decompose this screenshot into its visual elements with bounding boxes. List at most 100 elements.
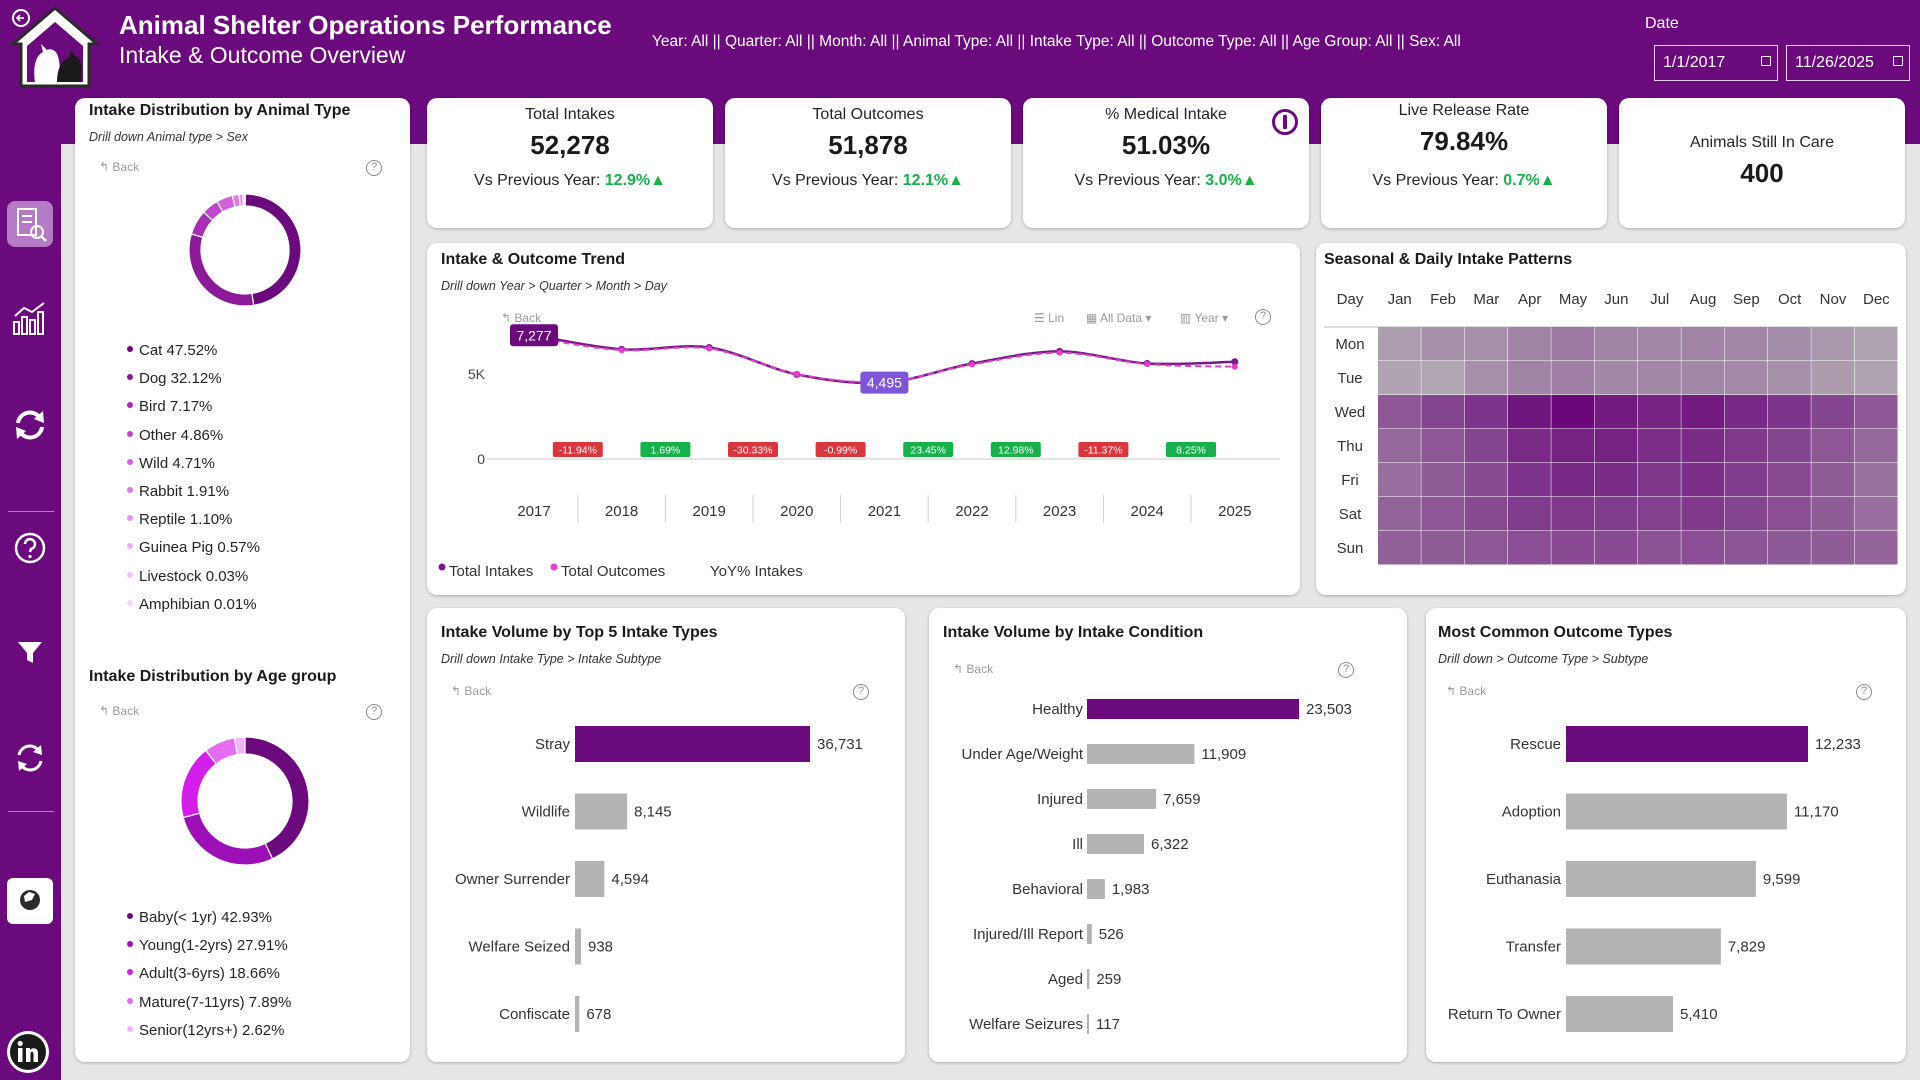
up-arrow-icon: ▲: [1241, 172, 1258, 189]
animal-type-donut[interactable]: [175, 180, 315, 320]
bar: [575, 996, 580, 1032]
chart-title: Intake & Outcome Trend: [441, 251, 626, 268]
legend-dot: [127, 458, 133, 465]
heatmap-cell: [1768, 429, 1811, 463]
yoy-badge-box: [903, 442, 954, 457]
legend-item[interactable]: Guinea Pig 0.57%: [127, 539, 260, 567]
legend-label: Cat 47.52%: [139, 342, 218, 359]
kpi-total-intakes: Total Intakes 52,278 Vs Previous Year: 1…: [427, 98, 713, 228]
chart-title: Intake Distribution by Animal Type: [89, 102, 351, 119]
bar-category-label: Ill: [1072, 836, 1083, 853]
legend-item[interactable]: Young(1-2yrs) 27.91%: [127, 937, 291, 965]
back-button[interactable]: ↰ Back: [1446, 684, 1486, 698]
up-arrow-icon: ▲: [948, 172, 964, 189]
help-icon[interactable]: ?: [1856, 684, 1872, 700]
back-button[interactable]: ↰ Back: [99, 160, 139, 174]
legend-dot: [438, 563, 446, 571]
legend-item[interactable]: Mature(7-11yrs) 7.89%: [127, 994, 291, 1022]
date-end-input[interactable]: 11/26/2025: [1786, 45, 1910, 81]
legend-label: Amphibian 0.01%: [139, 595, 257, 613]
series-point: [1144, 361, 1151, 368]
help-icon[interactable]: ?: [366, 160, 382, 176]
series-point: [706, 345, 713, 352]
toolbar-all-data[interactable]: ▦ All Data ▾: [1086, 311, 1151, 325]
back-label: Back: [464, 684, 492, 698]
back-label: Back: [112, 160, 140, 174]
legend-item[interactable]: Other 4.86%: [127, 427, 260, 455]
bar-value-label: 8,145: [634, 804, 672, 821]
back-button[interactable]: ↰ Back: [99, 704, 139, 718]
age-group-donut[interactable]: [170, 726, 320, 876]
yoy-badge: 8.25%: [1166, 442, 1216, 457]
info-icon[interactable]: [1271, 108, 1299, 136]
legend-item[interactable]: Baby(< 1yr) 42.93%: [127, 909, 291, 937]
legend-item[interactable]: Adult(3-6yrs) 18.66%: [127, 965, 291, 993]
bar: [575, 793, 628, 830]
kpi-vs-value: 12.9%: [604, 172, 651, 189]
heatmap-cell: [1681, 395, 1725, 429]
bar-category-label: Owner Surrender: [455, 871, 570, 888]
kpi-vs-label: Vs Previous Year:: [1074, 172, 1201, 189]
outcome-types-bar-chart[interactable]: Rescue 12,233 Adoption 11,170 Euthanasia 9,59…: [1426, 608, 1906, 1062]
kpi-label: Live Release Rate: [1398, 102, 1530, 119]
date-start-input[interactable]: 1/1/2017: [1654, 45, 1778, 81]
heatmap-cell: [1421, 497, 1465, 531]
help-icon[interactable]: ?: [853, 684, 869, 700]
yoy-badge-box: [1166, 442, 1216, 457]
kpi-label: Total Outcomes: [812, 106, 924, 123]
back-button[interactable]: ↰ Back: [451, 684, 491, 698]
toolbar-year[interactable]: ▥ Year ▾: [1180, 311, 1228, 325]
help-icon[interactable]: ?: [1255, 309, 1271, 325]
report-icon[interactable]: [6, 200, 54, 248]
yoy-badge-text: -11.94%: [559, 445, 597, 457]
legend-label: Guinea Pig 0.57%: [139, 539, 260, 557]
legend-item[interactable]: Senior(12yrs+) 2.62%: [127, 1022, 291, 1050]
intake-condition-bar-chart[interactable]: Healthy 23,503 Under Age/Weight 11,909 Injur…: [929, 608, 1407, 1062]
heatmap-chart[interactable]: Day Jan Feb Mar Apr May Jun Jul Aug Sep Oct Nov Dec M…: [1316, 243, 1906, 595]
heatmap-cell: [1594, 361, 1638, 395]
toolbar-lin[interactable]: ☰ Lin: [1034, 311, 1064, 325]
chevron-down-icon: ▾: [1222, 311, 1229, 325]
back-button[interactable]: ↰ Back: [501, 311, 541, 325]
legend-label: Wild 4.71%: [139, 454, 215, 472]
linkedin-icon[interactable]: [6, 1030, 50, 1074]
legend-item[interactable]: Rabbit 1.91%: [127, 483, 260, 511]
filter-icon[interactable]: [10, 632, 50, 672]
trend-chart[interactable]: 0 5K 2017 2018 2019 2020 2021 2022 2023 2024 2025 7…: [427, 243, 1300, 595]
back-button[interactable]: ↰ Back: [953, 662, 993, 676]
intake-types-bar-chart[interactable]: Stray 36,731 Wildlife 8,145 Owner Surrender 4…: [427, 608, 905, 1062]
bar-category-label: Rescue: [1510, 736, 1561, 753]
reset-icon[interactable]: [10, 738, 50, 778]
calendar-icon[interactable]: [1761, 56, 1771, 66]
bar-value-label: 6,322: [1151, 836, 1189, 853]
heatmap-cell: [1551, 327, 1595, 361]
refresh-icon[interactable]: [10, 405, 50, 445]
help-icon[interactable]: [10, 528, 50, 568]
legend-item[interactable]: Reptile 1.10%: [127, 511, 260, 539]
bar-value-label: 526: [1099, 926, 1124, 943]
legend-label: Bird 7.17%: [139, 398, 213, 416]
series-point: [1231, 358, 1239, 366]
legend-dot: [127, 346, 133, 352]
heatmap-cell: [1508, 327, 1551, 361]
help-icon[interactable]: ?: [366, 704, 382, 720]
legend-item[interactable]: Cat 47.52%: [127, 342, 260, 370]
legend-item[interactable]: Wild 4.71%: [127, 455, 260, 483]
legend-item[interactable]: Bird 7.17%: [127, 398, 260, 426]
heatmap-cell: [1768, 463, 1811, 497]
heatmap-cell: [1421, 327, 1465, 361]
bar-value-label: 4,594: [611, 871, 649, 888]
profile-icon[interactable]: [7, 878, 53, 924]
legend-item[interactable]: Livestock 0.03%: [127, 568, 260, 596]
yoy-badge-box: [1078, 442, 1129, 457]
heatmap-cell: [1811, 361, 1855, 395]
heatmap-col-label: Jul: [1650, 291, 1669, 308]
calendar-icon[interactable]: [1893, 56, 1903, 66]
bar-value-label: 23,503: [1306, 701, 1352, 718]
legend-item[interactable]: Amphibian 0.01%: [127, 596, 260, 624]
legend-dot: [127, 571, 133, 578]
chart-icon[interactable]: [10, 298, 50, 338]
help-icon[interactable]: ?: [1338, 662, 1354, 678]
legend-item[interactable]: Dog 32.12%: [127, 370, 260, 398]
heatmap-cell: [1854, 531, 1898, 565]
